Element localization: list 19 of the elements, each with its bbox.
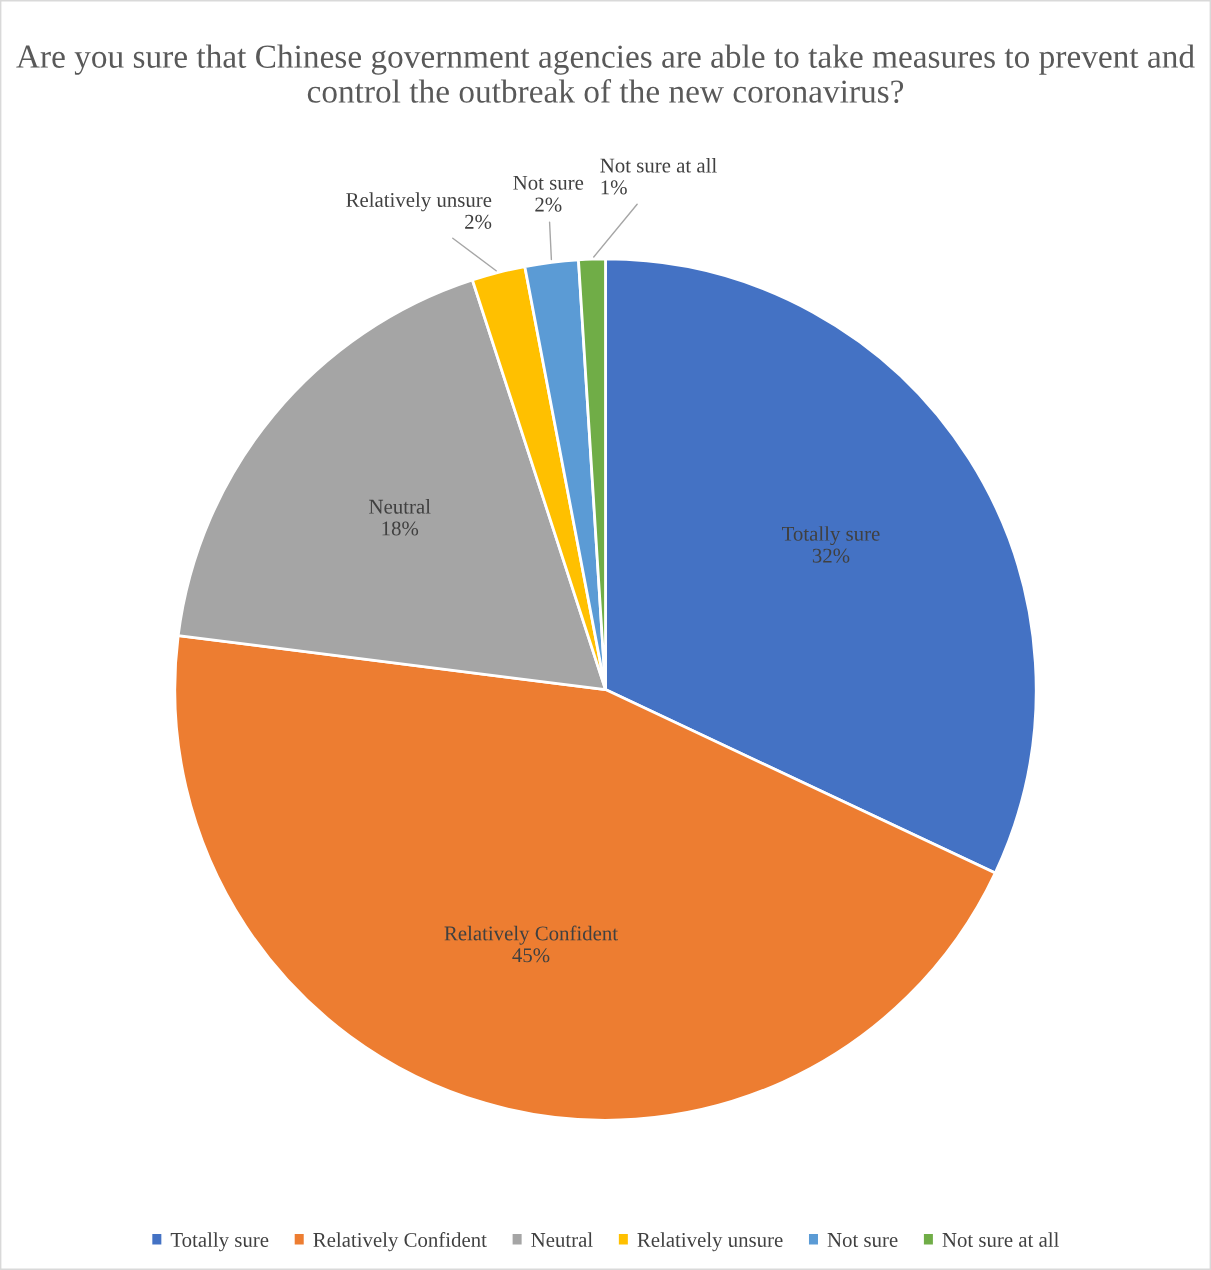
legend-label: Relatively Confident xyxy=(313,1232,487,1252)
legend-label: Not sure at all xyxy=(942,1232,1059,1247)
slice-label: Not sure xyxy=(513,175,584,190)
chart-title: Are you sure that Chinese government agencies are able to take measures to prevent and control the outbreak of the new coronavirus? xyxy=(16,44,1195,103)
slice-label: Relatively unsure xyxy=(346,192,492,212)
slice-label: Totally sure xyxy=(782,526,880,546)
data-label: 32% xyxy=(812,548,850,563)
slice-label: Not sure at all xyxy=(600,157,717,173)
legend-label: Totally sure xyxy=(170,1232,269,1252)
legend-label: Relatively unsure xyxy=(637,1232,783,1252)
data-label: 2% xyxy=(535,197,562,212)
data-label: 1% xyxy=(601,180,627,195)
data-label: 45% xyxy=(512,948,550,963)
slice-label: Neutral xyxy=(369,499,431,514)
legend-label: Neutral xyxy=(531,1232,593,1247)
slice-label: Relatively Confident xyxy=(444,925,618,945)
data-label: 18% xyxy=(382,521,419,536)
legend-label: Not sure xyxy=(827,1233,898,1247)
data-label: 2% xyxy=(465,214,492,229)
